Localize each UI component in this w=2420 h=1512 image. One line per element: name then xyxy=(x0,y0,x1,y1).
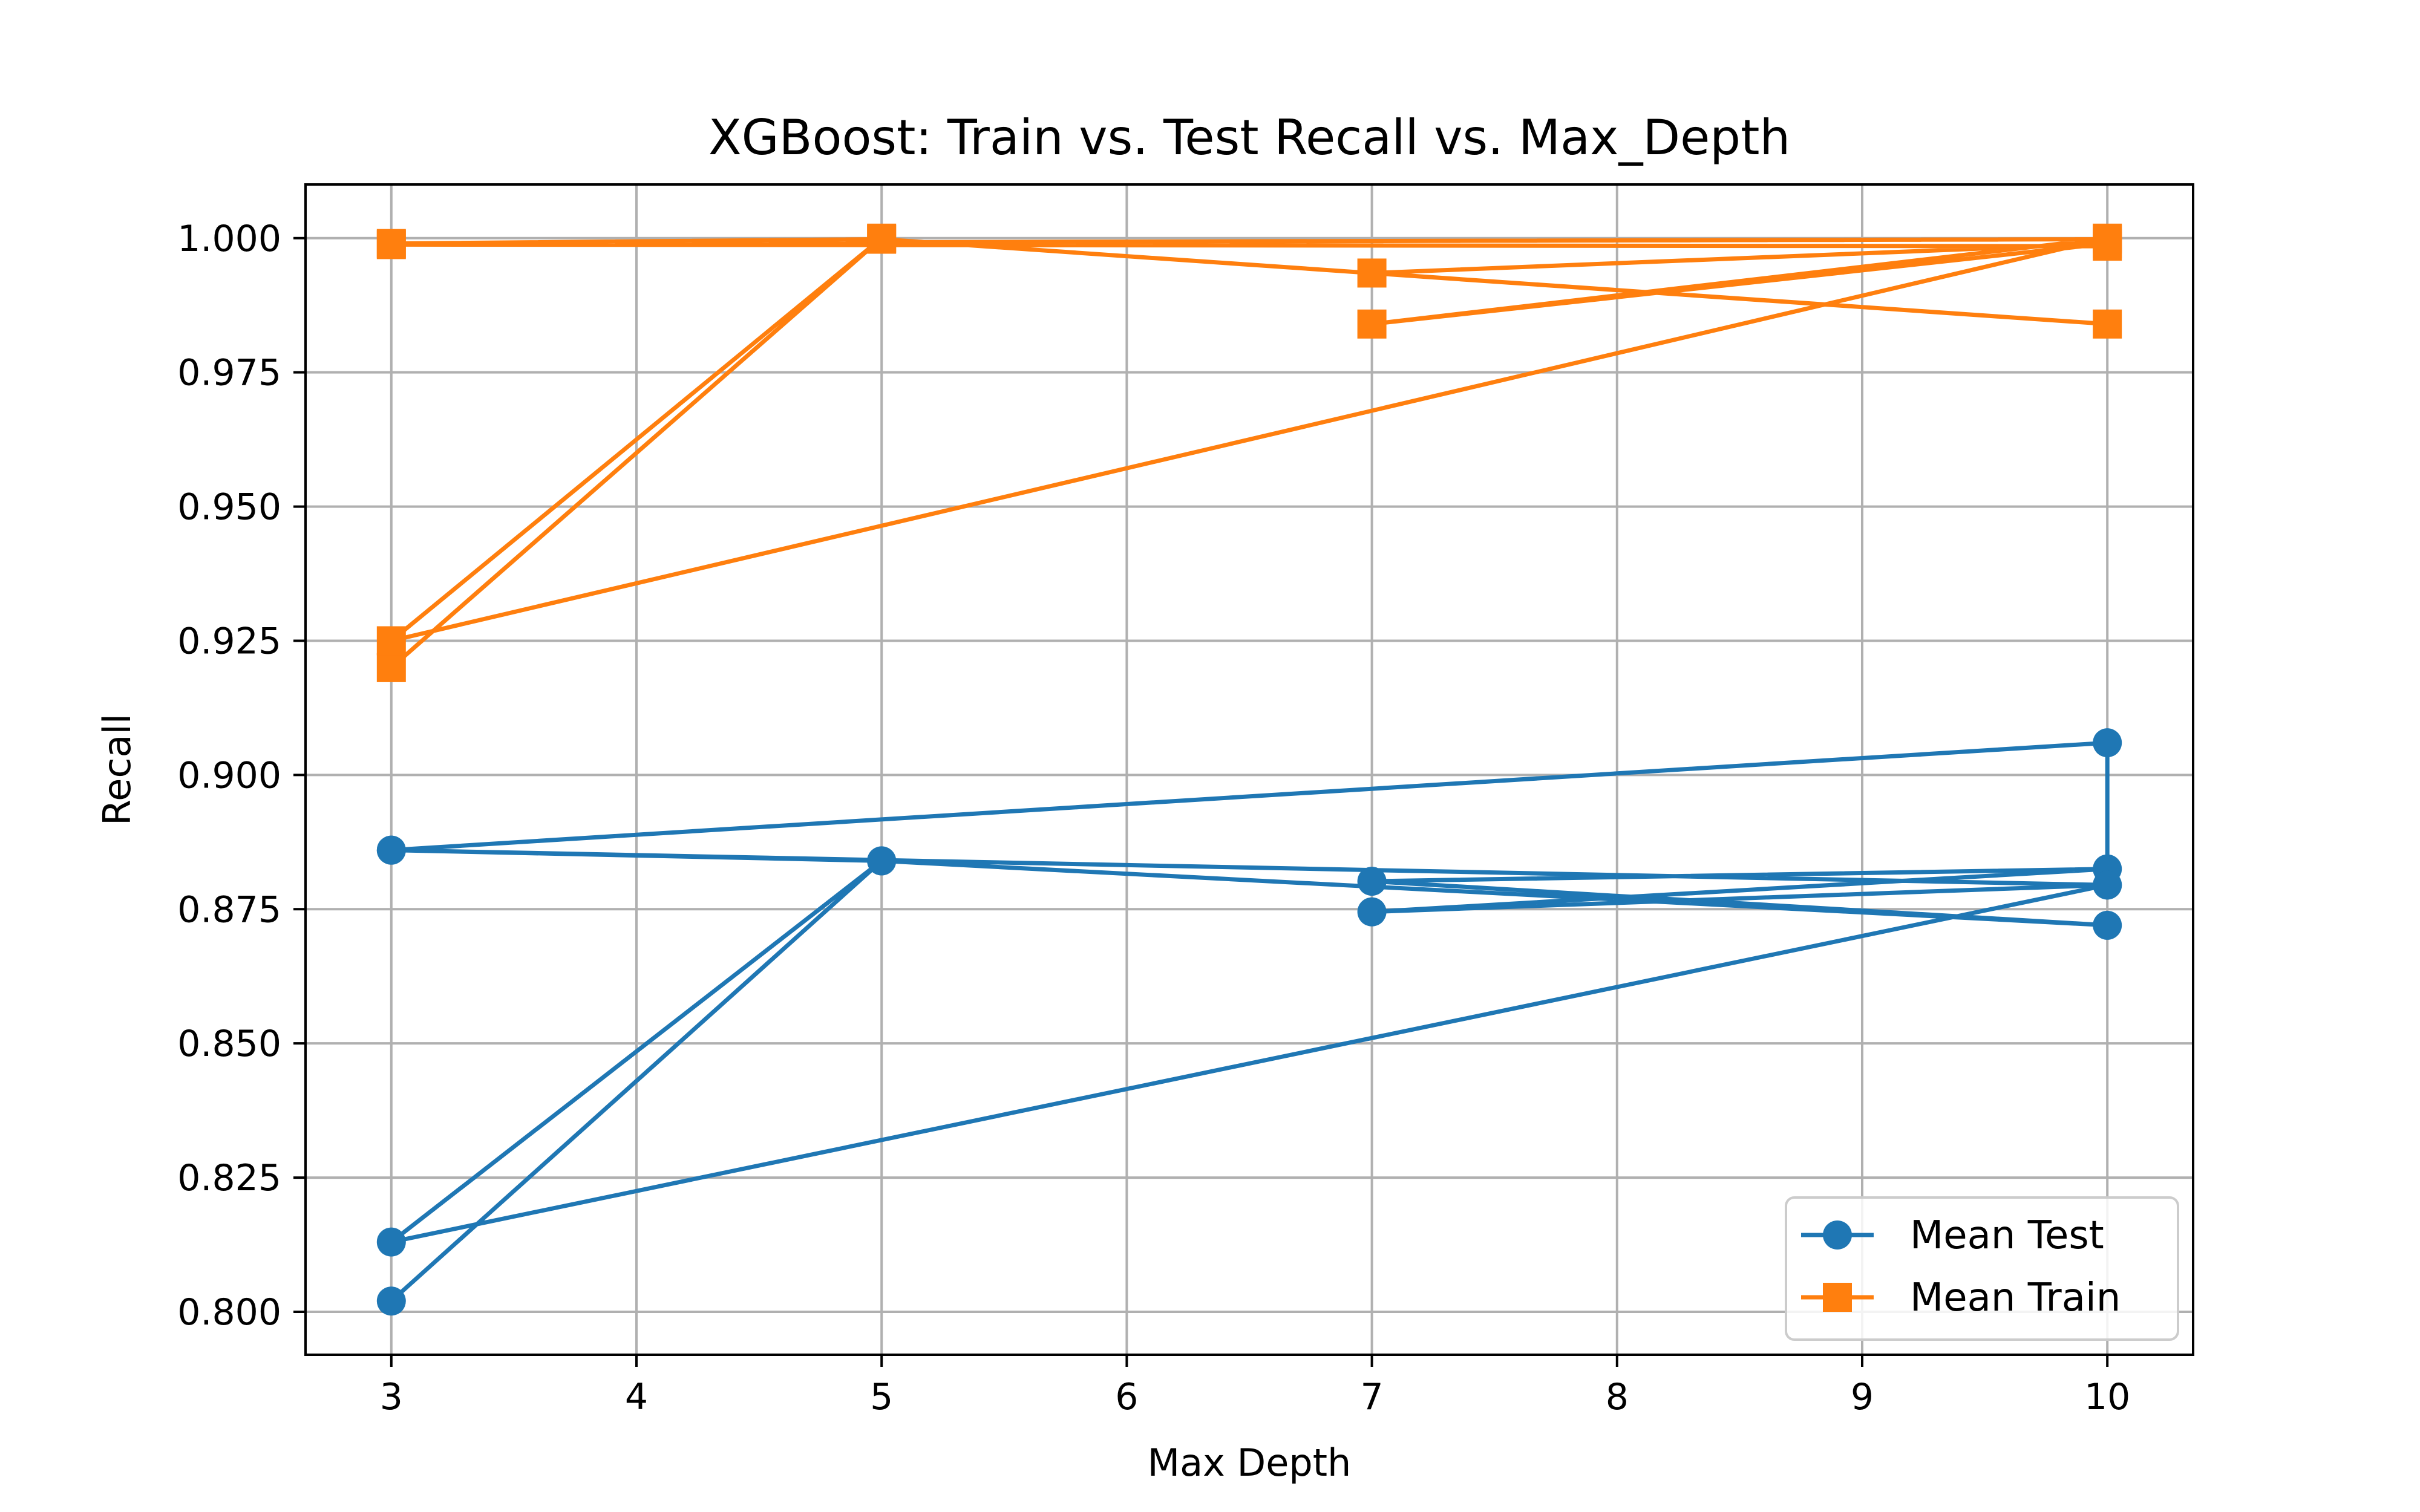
y-tick-label: 0.900 xyxy=(177,754,281,797)
data-point xyxy=(2093,910,2122,940)
data-point xyxy=(376,653,406,682)
x-axis: 3 4 5 6 7 8 9 10 xyxy=(380,1355,2130,1418)
x-tick-label: 10 xyxy=(2084,1376,2130,1418)
data-point xyxy=(1357,258,1387,288)
plot-background xyxy=(306,184,2193,1355)
x-tick-label: 4 xyxy=(625,1376,648,1418)
data-point xyxy=(867,224,897,254)
legend-box xyxy=(1785,1196,2179,1341)
data-point xyxy=(376,1227,406,1257)
data-point xyxy=(2093,870,2122,900)
legend: Mean Test Mean Train xyxy=(1785,1196,2179,1341)
plot-area xyxy=(306,184,2193,1355)
y-tick-label: 0.850 xyxy=(177,1023,281,1065)
axes-frame xyxy=(304,183,2194,1356)
x-tick-label: 6 xyxy=(1115,1376,1138,1418)
legend-marker xyxy=(1823,1283,1852,1312)
data-point xyxy=(2093,309,2122,339)
data-point xyxy=(376,230,406,259)
x-axis-label: Max Depth xyxy=(1148,1441,1352,1485)
x-tick-label: 5 xyxy=(870,1376,893,1418)
data-point xyxy=(867,846,897,876)
y-tick-label: 0.825 xyxy=(177,1157,281,1199)
data-point xyxy=(2093,232,2122,261)
data-point xyxy=(1357,897,1387,927)
legend-label: Mean Train xyxy=(1910,1276,2121,1320)
data-point xyxy=(376,626,406,656)
grid-lines xyxy=(306,184,2193,1355)
data-point xyxy=(1357,309,1387,339)
y-axis: 0.800 0.825 0.850 0.875 0.900 0.925 0.950 0.975… xyxy=(177,218,306,1334)
legend-label: Mean Test xyxy=(1910,1213,2104,1258)
series-1 xyxy=(376,728,2122,1316)
y-tick-label: 0.950 xyxy=(177,486,281,529)
y-axis-label: Recall xyxy=(95,714,139,826)
chart-title: XGBoost: Train vs. Test Recall vs. Max_D… xyxy=(708,109,1790,166)
series-2 xyxy=(376,223,2122,682)
legend-item-2: Mean Train xyxy=(1801,1276,2121,1320)
y-tick-label: 1.000 xyxy=(177,218,281,260)
x-tick-label: 9 xyxy=(1851,1376,1874,1418)
legend-marker xyxy=(1823,1220,1852,1250)
y-tick-label: 0.975 xyxy=(177,352,281,394)
data-point xyxy=(376,1286,406,1316)
x-tick-label: 3 xyxy=(380,1376,403,1418)
data-point xyxy=(1357,867,1387,896)
series-layer xyxy=(376,223,2122,1316)
data-point xyxy=(376,835,406,865)
y-tick-label: 0.875 xyxy=(177,888,281,931)
data-point xyxy=(2093,728,2122,758)
legend-item-1: Mean Test xyxy=(1801,1213,2104,1258)
y-tick-label: 0.800 xyxy=(177,1291,281,1334)
axes-border xyxy=(304,183,2194,1356)
y-tick-label: 0.925 xyxy=(177,620,281,662)
x-tick-label: 7 xyxy=(1361,1376,1384,1418)
x-tick-label: 8 xyxy=(1606,1376,1629,1418)
